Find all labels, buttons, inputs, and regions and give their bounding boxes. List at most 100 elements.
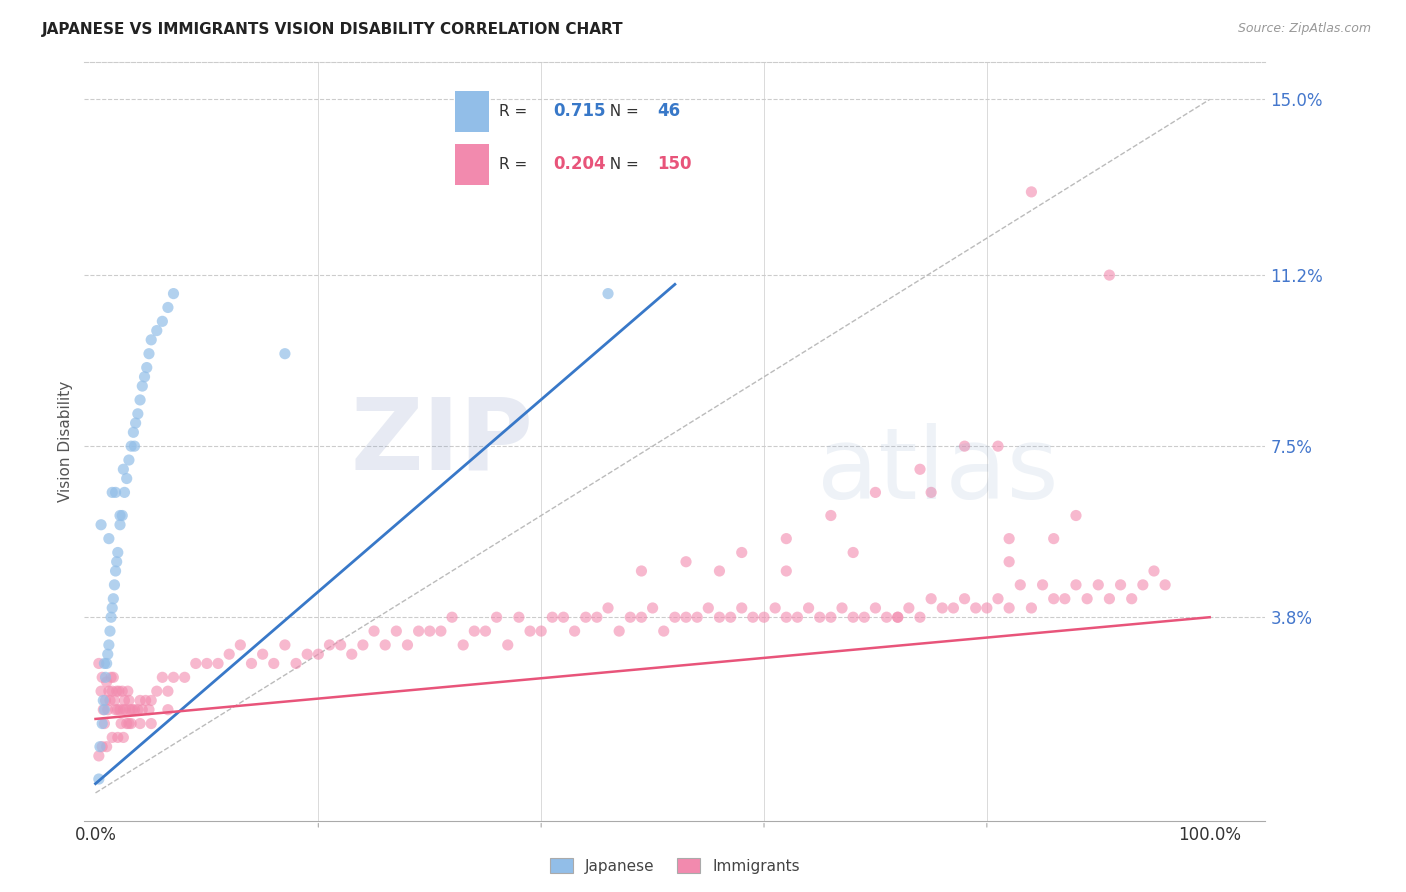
Point [111, 508, 134, 523]
Point [108, 703, 131, 717]
Point [91, 716, 114, 731]
Point [96, 739, 118, 754]
Point [1076, 591, 1098, 606]
Point [853, 610, 876, 624]
Point [120, 439, 142, 453]
Point [953, 591, 976, 606]
Point [530, 624, 553, 639]
Point [385, 624, 408, 639]
Point [752, 610, 775, 624]
Point [586, 610, 609, 624]
Point [107, 703, 129, 717]
Point [103, 578, 125, 592]
Point [94, 670, 117, 684]
Point [1098, 268, 1121, 282]
Point [118, 716, 141, 731]
Point [122, 425, 145, 440]
Point [553, 610, 575, 624]
Point [101, 731, 124, 745]
Point [114, 485, 136, 500]
Point [87, 772, 110, 786]
Point [340, 647, 363, 661]
Point [100, 670, 122, 684]
Point [97, 703, 120, 717]
Point [1109, 578, 1132, 592]
Point [101, 485, 124, 500]
Point [908, 462, 931, 476]
Point [865, 601, 887, 615]
Point [162, 286, 184, 301]
Point [107, 731, 129, 745]
Point [112, 703, 135, 717]
Point [741, 610, 763, 624]
Point [474, 624, 496, 639]
Point [138, 347, 160, 361]
Point [731, 601, 754, 615]
Point [117, 684, 139, 698]
Point [207, 657, 229, 671]
Point [135, 693, 157, 707]
Point [886, 610, 908, 624]
Y-axis label: Vision Disability: Vision Disability [58, 381, 73, 502]
Point [118, 703, 141, 717]
Point [675, 610, 697, 624]
Point [396, 638, 419, 652]
Point [91, 739, 114, 754]
Point [1010, 578, 1032, 592]
Point [94, 693, 117, 707]
Point [229, 638, 252, 652]
Point [897, 601, 920, 615]
Point [105, 684, 128, 698]
Point [129, 693, 152, 707]
Point [419, 624, 441, 639]
Point [307, 647, 329, 661]
Point [820, 508, 842, 523]
Point [953, 439, 976, 453]
Point [987, 439, 1010, 453]
Point [118, 453, 141, 467]
Point [274, 347, 297, 361]
Point [508, 610, 530, 624]
Point [146, 684, 169, 698]
Point [124, 703, 146, 717]
Point [156, 703, 179, 717]
Point [173, 670, 195, 684]
Point [763, 601, 786, 615]
Point [831, 601, 853, 615]
Point [451, 638, 474, 652]
Point [162, 670, 184, 684]
Point [240, 657, 263, 671]
Point [931, 601, 953, 615]
Point [786, 610, 808, 624]
Point [115, 716, 138, 731]
Point [112, 731, 135, 745]
Point [252, 647, 274, 661]
Point [886, 610, 908, 624]
Point [96, 657, 118, 671]
Point [141, 333, 163, 347]
Point [942, 601, 965, 615]
Point [686, 610, 709, 624]
Point [731, 545, 754, 559]
Point [564, 624, 586, 639]
Point [114, 703, 136, 717]
Point [115, 471, 138, 485]
Point [541, 610, 564, 624]
Point [820, 610, 842, 624]
Point [104, 564, 127, 578]
Point [97, 647, 120, 661]
Point [97, 684, 120, 698]
Text: atlas: atlas [817, 424, 1059, 520]
Legend: Japanese, Immigrants: Japanese, Immigrants [544, 852, 806, 880]
Point [107, 545, 129, 559]
Point [156, 301, 179, 315]
Point [131, 379, 153, 393]
Point [103, 591, 125, 606]
Point [908, 610, 931, 624]
Point [876, 610, 898, 624]
Point [98, 624, 121, 639]
Point [607, 624, 630, 639]
Point [274, 638, 297, 652]
Point [630, 564, 652, 578]
Point [91, 693, 114, 707]
